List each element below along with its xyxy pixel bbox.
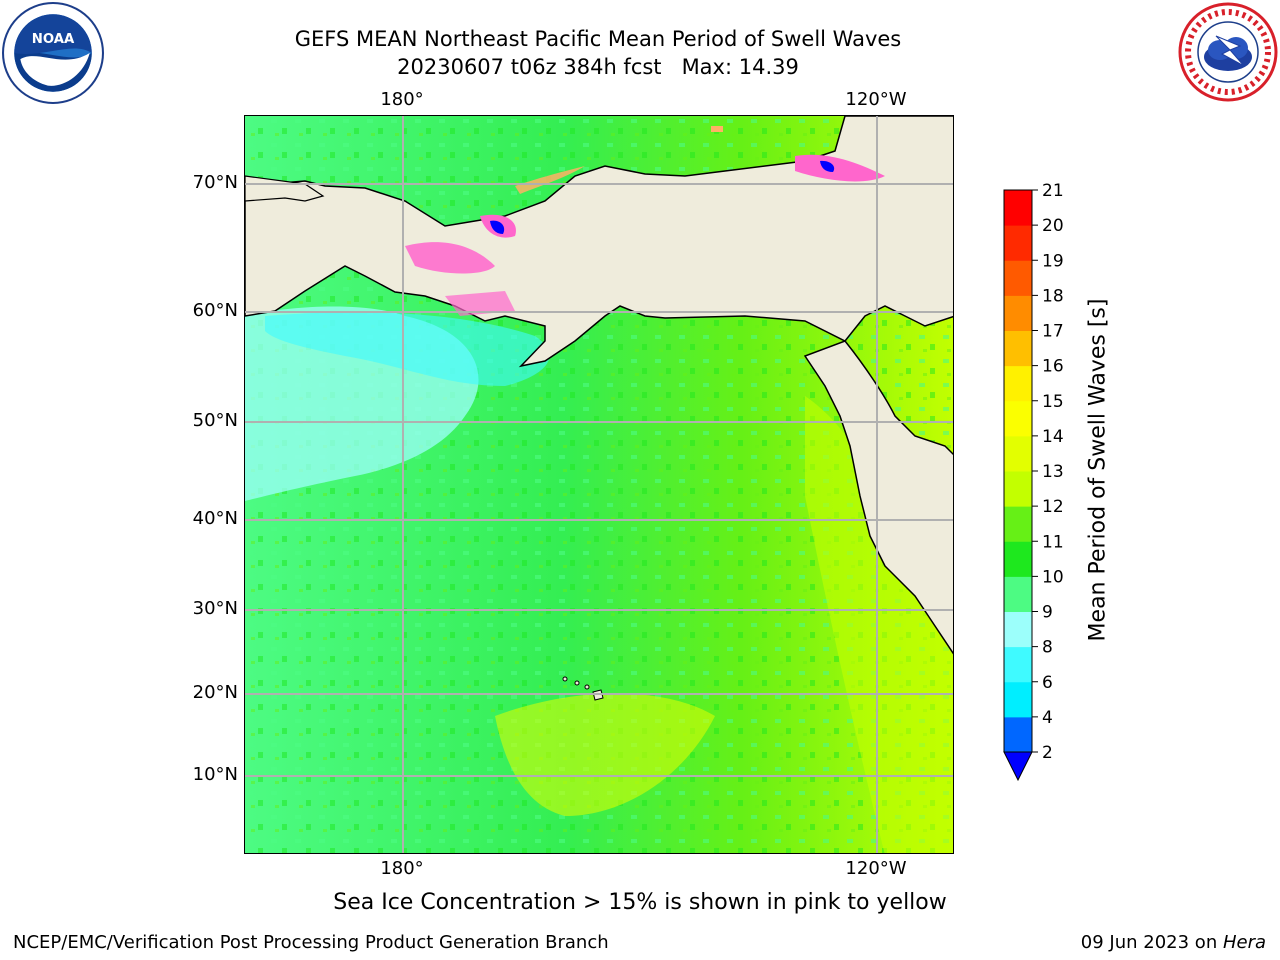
colorbar-band	[1004, 716, 1032, 753]
colorbar-tick-label: 15	[1042, 392, 1064, 412]
lat-label-70n: 70°N	[192, 172, 238, 193]
graticule	[245, 116, 953, 853]
colorbar-band	[1004, 681, 1032, 718]
colorbar-tick-label: 17	[1042, 322, 1064, 342]
title-line-2: 20230607 t06z 384h fcst Max: 14.39	[397, 55, 799, 79]
lon-label-top-120w: 120°W	[845, 89, 907, 110]
lon-label-bottom-120w: 120°W	[845, 858, 907, 879]
colorbar-tick-label: 12	[1042, 497, 1064, 517]
colorbar-band	[1004, 576, 1032, 612]
colorbar-band	[1004, 190, 1032, 226]
colorbar-band	[1004, 295, 1032, 331]
footer-date-text: 09 Jun 2023 on	[1080, 932, 1223, 953]
colorbar-tick-label: 10	[1042, 567, 1064, 587]
high-period-region	[495, 693, 715, 816]
colorbar-band	[1004, 541, 1032, 577]
colorbar-band	[1004, 400, 1032, 437]
footer-credit: NCEP/EMC/Verification Post Processing Pr…	[13, 932, 609, 953]
subtitle: Sea Ice Concentration > 15% is shown in …	[333, 890, 947, 915]
colorbar-tick-label: 20	[1042, 216, 1064, 236]
colorbar-tick-label: 8	[1042, 638, 1053, 658]
colorbar-tick-label: 4	[1042, 708, 1053, 728]
north-america-coast	[803, 340, 953, 655]
colorbar-tick-label: 9	[1042, 603, 1053, 623]
lat-label-50n: 50°N	[192, 410, 238, 431]
colorbar-tick-label: 19	[1042, 251, 1064, 271]
colorbar-band	[1004, 471, 1032, 507]
colorbar-tick-label: 18	[1042, 286, 1064, 306]
lat-label-40n: 40°N	[192, 508, 238, 529]
colorbar-tick-label: 6	[1042, 673, 1053, 693]
colorbar-band	[1004, 506, 1032, 542]
lon-label-bottom-180: 180°	[380, 858, 424, 879]
colorbar-tick-label: 11	[1042, 532, 1064, 552]
noaa-logo-icon: NOAA	[2, 2, 104, 104]
alaska-landmass	[245, 116, 953, 368]
colorbar-tick-label: 14	[1042, 427, 1064, 447]
lat-label-20n: 20°N	[192, 682, 238, 703]
colorbar-tick-label: 21	[1042, 181, 1064, 201]
lat-label-30n: 30°N	[192, 598, 238, 619]
colorbar-tick-label: 2	[1042, 743, 1053, 763]
colorbar-label: Mean Period of Swell Waves [s]	[1085, 298, 1111, 642]
colorbar-extend-arrow	[1003, 751, 1033, 782]
title-line-1: GEFS MEAN Northeast Pacific Mean Period …	[294, 27, 902, 51]
colorbar-band	[1004, 646, 1032, 683]
swell-period-map	[244, 115, 954, 854]
colorbar-tick-label: 16	[1042, 357, 1064, 377]
colorbar-band	[1004, 435, 1032, 472]
footer-date: 09 Jun 2023 on Hera	[1081, 932, 1266, 953]
colorbar-tick-label: 13	[1042, 462, 1064, 482]
nws-logo-icon	[1178, 2, 1278, 102]
lon-label-top-180: 180°	[380, 89, 424, 110]
lat-label-10n: 10°N	[192, 764, 238, 785]
sea-ice-overlay	[405, 126, 885, 316]
svg-text:NOAA: NOAA	[32, 32, 75, 47]
colorbar-band	[1004, 225, 1032, 261]
colorbar-band	[1004, 260, 1032, 296]
lat-label-60n: 60°N	[192, 300, 238, 321]
colorbar-band	[1004, 611, 1032, 648]
colorbar-band	[1004, 365, 1032, 402]
footer-host: Hera	[1222, 932, 1266, 953]
colorbar: 2 4 6 8 9 10 11 12 13 14 15 16 17 18 19 20 21	[1003, 181, 1064, 782]
colorbar-band	[1004, 330, 1032, 367]
